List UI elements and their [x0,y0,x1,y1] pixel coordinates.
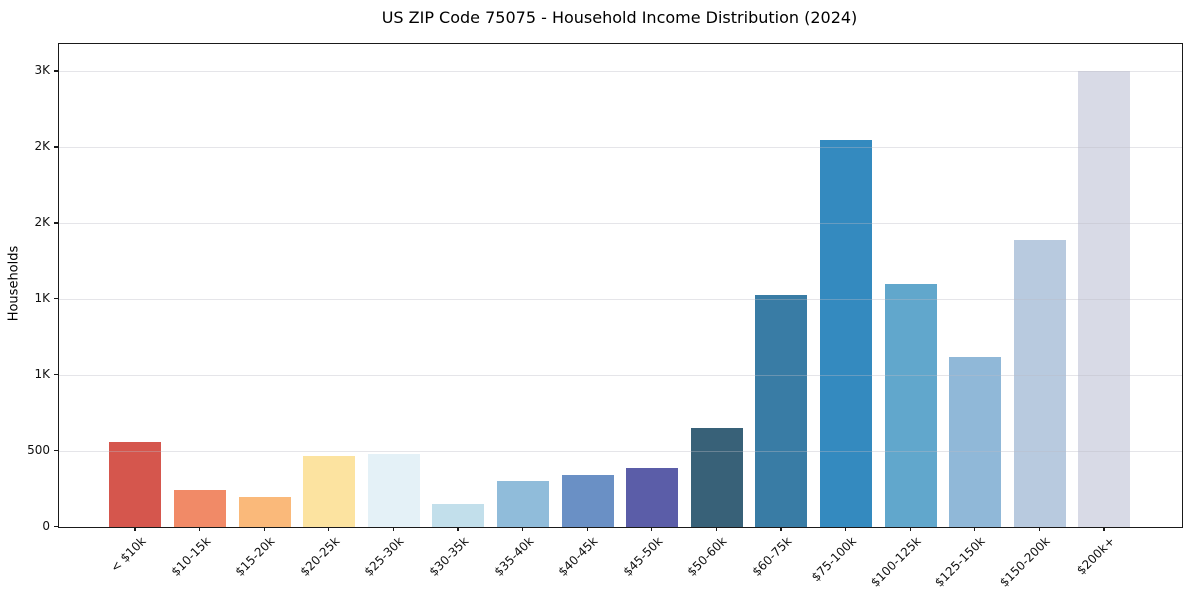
x-tick-label: $30-35k [426,534,472,579]
x-tick-mark [1038,527,1041,531]
bar--125-150k [949,356,1002,527]
bar--150-200k [1013,239,1066,527]
y-tick-mark [54,298,58,300]
y-tick-mark [54,526,58,528]
bar--50-60k [690,427,743,527]
bar--20-25k [303,456,356,527]
chart-title: US ZIP Code 75075 - Household Income Dis… [381,8,858,27]
x-tick-label: $35-40k [491,534,536,579]
bar--10-15k [174,489,226,527]
x-tick-mark [457,527,459,531]
y-tick-label: 2K [34,139,50,154]
y-tick-mark [54,450,58,452]
x-tick-label: < $10k [107,534,149,575]
bar--75-100k [820,139,872,527]
y-tick-label: 3K [34,63,50,78]
bar--30-35k [432,504,485,527]
x-tick-label: $50-60k [684,534,730,579]
y-tick-mark [54,222,58,224]
x-tick-label: $45-50k [620,534,666,579]
y-tick-label: 0 [42,519,50,533]
x-tick-mark [586,527,588,531]
y-axis-label: Households [6,245,22,322]
x-tick-mark [909,527,911,531]
x-tick-label: $60-75k [749,534,795,579]
bar--35-40k [497,481,549,527]
x-tick-mark [328,527,330,531]
y-tick-label: 1K [34,291,50,306]
y-tick-mark [54,374,58,376]
x-tick-mark [134,527,136,531]
x-tick-label: $15-20k [232,534,278,579]
x-tick-label: $40-45k [555,534,601,579]
bar--200k- [1078,71,1131,527]
bar--25-30k [367,454,420,527]
bar--40-45k [561,475,614,527]
x-tick-label: $75-100k [808,534,859,585]
y-tick-label: 500 [27,443,50,458]
x-tick-mark [845,527,847,531]
x-tick-label: $100-125k [867,534,924,590]
x-tick-mark [392,527,395,531]
bar--45-50k [626,467,679,527]
x-tick-mark [651,527,653,531]
y-tick-label: 1K [34,367,50,382]
x-tick-mark [974,527,976,531]
x-tick-label: $10-15k [168,534,213,579]
x-tick-label: $200k+ [1073,534,1118,578]
y-tick-mark [54,70,58,72]
x-tick-mark [263,527,265,531]
bar--60-75k [755,294,808,527]
x-tick-mark [522,527,524,531]
x-tick-mark [715,527,718,531]
bar--15-20k [238,496,291,527]
bar--10k [109,441,162,527]
plot-area [58,43,1183,528]
x-tick-label: $150-200k [997,534,1053,590]
x-tick-mark [199,527,201,531]
x-tick-mark [1103,527,1105,531]
y-tick-mark [54,146,58,148]
y-tick-label: 2K [34,215,50,230]
bars-layer [59,44,1182,527]
bar--100-125k [884,283,937,527]
x-tick-label: $125-150k [932,534,989,590]
x-tick-mark [780,527,782,531]
x-tick-label: $25-30k [361,534,407,579]
x-tick-label: $20-25k [297,534,343,579]
